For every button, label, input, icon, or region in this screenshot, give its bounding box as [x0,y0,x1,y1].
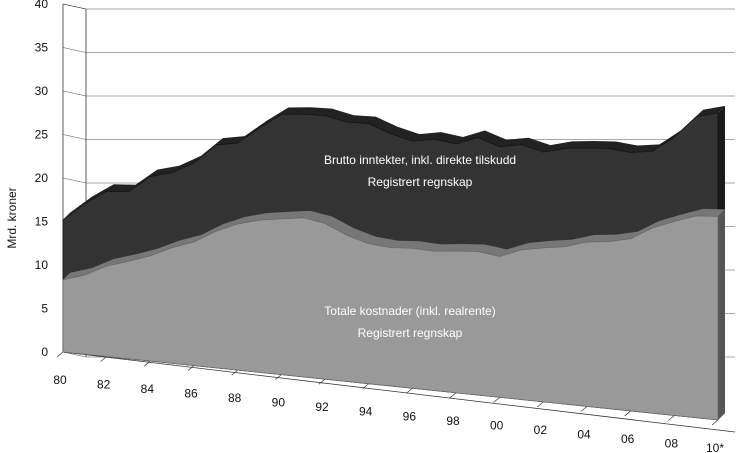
x-tick-mark [187,365,195,371]
y-tick-label: 40 [35,0,49,11]
x-tick-label: 84 [141,382,155,396]
axis-layer: 0 5 10 15 20 25 30 35 40 80 82 84 86 88 90 92 94 96 98 00 02… [35,0,736,453]
y-tick-label: 25 [35,128,49,142]
x-tick-mark [493,397,500,403]
x-tick-label: 10* [706,441,724,453]
series-top-rim [63,208,725,280]
series-top-rim [63,105,725,220]
x-tick-mark [580,406,588,412]
x-tick-mark [362,383,369,390]
x-tick-label: 86 [184,387,198,401]
x-axis-line [62,351,736,433]
x-tick-label: 94 [359,405,373,419]
x-tick-mark [668,415,675,421]
x-tick-label: 90 [272,396,286,410]
series-annotation: Brutto inntekter, inkl. direkte tilskudd [324,153,516,167]
x-tick-label: 00 [490,418,504,432]
x-tick-label: 08 [665,436,679,450]
y-axis-label: Mrd. kroner [5,187,19,248]
y-tick-label: 35 [35,41,49,55]
x-tick-mark [275,374,282,380]
gridline-side [62,47,87,53]
x-tick-label: 80 [53,373,67,387]
gridline-side [62,90,87,97]
x-tick-mark [624,410,631,417]
x-tick-mark [406,387,413,394]
x-tick-label: 98 [446,414,460,428]
x-tick-mark [231,369,238,376]
side-wall-top [62,3,87,10]
series-side-face [718,209,725,420]
series-area [62,215,719,421]
y-tick-label: 5 [41,302,48,316]
series-annotation: Totale kostnader (inkl. realrente) [324,304,495,318]
series-annotation: Registrert regnskap [368,175,473,189]
x-tick-mark [537,401,544,408]
y-tick-label: 15 [35,215,49,229]
y-tick-label: 30 [35,84,49,98]
y-tick-label: 10 [35,258,49,272]
x-tick-label: 82 [97,378,111,392]
x-tick-label: 06 [621,432,635,446]
gridline-side [62,177,87,184]
x-tick-label: 92 [315,400,329,414]
x-tick-mark [318,378,326,385]
x-tick-label: 04 [577,427,591,441]
x-tick-mark [56,351,64,358]
x-tick-mark [449,392,457,399]
y-tick-label: 20 [35,171,49,185]
annotation-layer: Brutto inntekter, inkl. direkte tilskudd… [324,153,516,340]
x-tick-mark [711,419,719,426]
x-tick-label: 02 [534,423,548,437]
y-tick-label: 0 [41,345,48,359]
series-annotation: Registrert regnskap [358,326,463,340]
x-tick-mark [100,356,107,362]
x-tick-label: 88 [228,391,242,405]
x-tick-label: 96 [403,409,417,423]
x-tick-mark [144,360,151,367]
gridline-side [62,134,87,140]
series-layer [62,105,725,421]
